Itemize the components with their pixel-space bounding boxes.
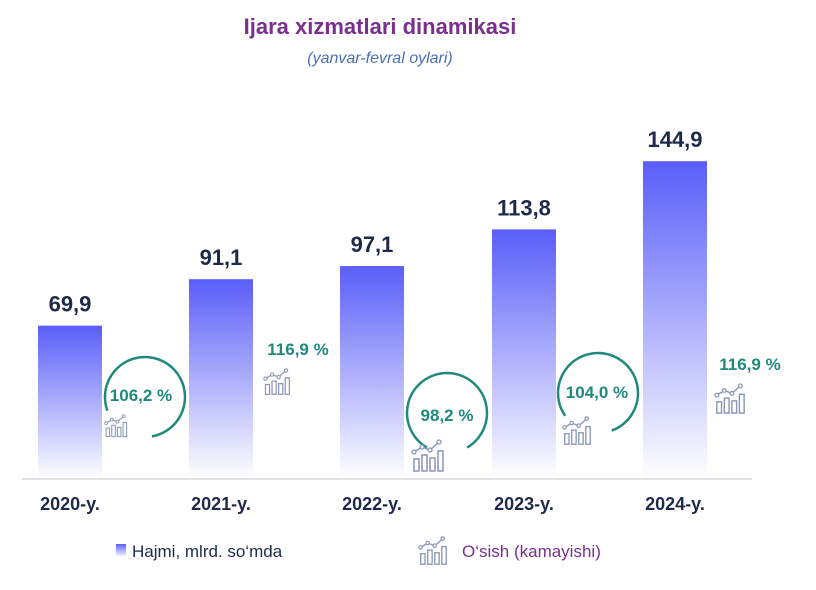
chart-subtitle: (yanvar-fevral oylari) [307,50,453,67]
value-label: 69,9 [49,292,92,317]
growth-label: 98,2 % [421,406,474,425]
legend: Hajmi, mlrd. so‘mda O‘sish (kamayishi) [116,536,601,565]
growth-chart-icon [411,439,444,472]
chart-title: Ijara xizmatlari dinamikasi [244,14,517,39]
bar-2023-y. [492,229,556,479]
bar-2021-y. [189,279,253,479]
growth-arc [556,351,640,432]
value-label: 97,1 [351,232,394,257]
value-label: 91,1 [200,245,243,270]
growth-chart-icon [104,414,128,438]
growth-label: 116,9 % [267,340,328,359]
x-tick-label: 2024-y. [645,494,705,514]
growth-chart-icon [263,368,290,395]
x-tick-labels: 2020-y. 2021-y. 2022-y. 2023-y. 2024-y. [40,494,705,514]
growth-arc [103,355,187,438]
legend-volume-label: Hajmi, mlrd. so‘mda [132,542,283,561]
bar-2020-y. [38,325,102,479]
bar-2022-y. [340,266,404,479]
x-tick-label: 2022-y. [342,494,402,514]
growth-arc [405,371,489,449]
legend-growth-label: O‘sish (kamayishi) [462,542,601,561]
legend-volume-swatch [116,544,126,557]
growth-chart-icon [562,416,591,445]
growth-chart-icon [714,383,745,414]
bar-2024-y. [643,161,707,479]
value-label: 113,8 [497,195,551,220]
x-tick-label: 2021-y. [191,494,251,514]
bars-layer: 69,9 91,1 97,1 113,8 144,9 [38,127,707,479]
growth-label: 106,2 % [110,386,172,405]
growth-label: 116,9 % [719,355,780,374]
value-label: 144,9 [647,127,702,152]
x-tick-label: 2023-y. [494,494,554,514]
growth-label: 104,0 % [566,383,628,402]
growth-layer: 106,2 % 116,9 % 98,2 % 104,0 % 116,9 % [103,340,781,472]
x-tick-label: 2020-y. [40,494,100,514]
legend-growth-icon [418,536,447,565]
